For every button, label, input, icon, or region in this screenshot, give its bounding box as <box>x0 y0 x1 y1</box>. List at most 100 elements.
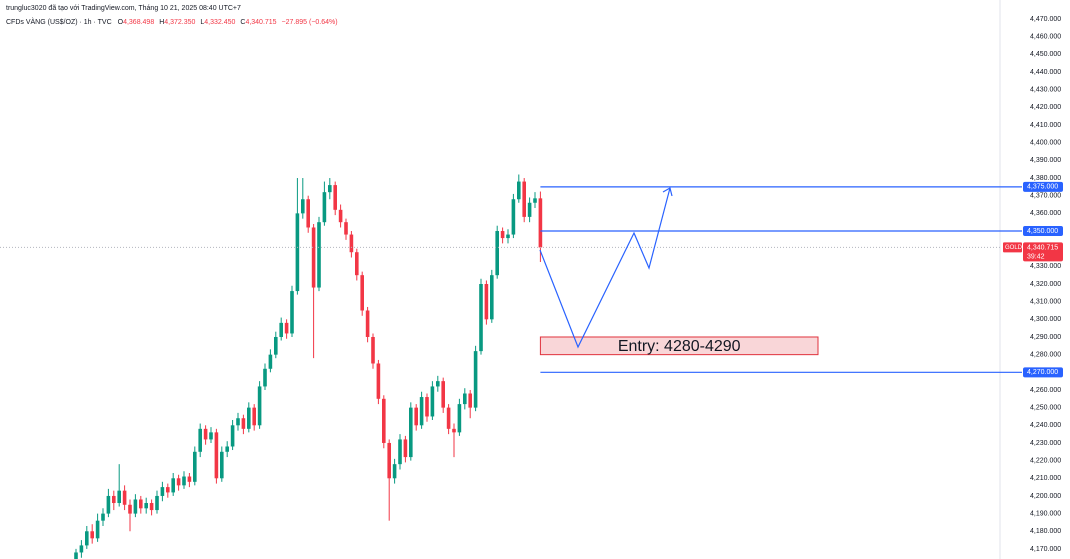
candle-body <box>441 381 445 408</box>
countdown: 39:42 <box>1027 253 1045 260</box>
y-tick-label: 4,250.000 <box>1030 404 1061 411</box>
candle-body <box>128 504 132 514</box>
candle-body <box>182 476 186 486</box>
quote-key: C <box>240 19 245 26</box>
candle-body <box>414 407 418 426</box>
quote-value: 4,368.498 <box>123 19 154 26</box>
candle-body <box>284 322 289 334</box>
quote-value: 4,340.715 <box>245 19 276 26</box>
quote-key: O <box>118 19 124 26</box>
candle-body <box>263 368 267 387</box>
candle-body <box>187 476 192 482</box>
candle-body <box>463 393 467 405</box>
candle-body <box>522 181 526 217</box>
price-label: 4,340.715 <box>1027 244 1058 251</box>
candle-body <box>538 198 543 248</box>
y-tick-label: 4,360.000 <box>1030 210 1061 217</box>
candle-body <box>430 386 435 417</box>
candle-body <box>338 209 343 223</box>
y-tick-label: 4,200.000 <box>1030 493 1061 500</box>
symbol-info: CFDs VÀNG (US$/OZ) · 1h · TVC O4,368.498… <box>6 17 338 26</box>
entry-label: Entry: 4280-4290 <box>618 338 741 355</box>
candle-body <box>144 503 148 509</box>
candle-body <box>355 252 359 276</box>
y-tick-label: 4,430.000 <box>1030 87 1061 94</box>
candle-body <box>490 275 494 320</box>
candle-body <box>398 439 402 465</box>
candle-body <box>479 284 483 352</box>
candle-body <box>419 397 424 426</box>
candle-body <box>517 181 521 200</box>
candle-body <box>311 227 316 288</box>
candle-body <box>371 336 375 364</box>
level-tag <box>1023 181 1063 192</box>
quote-key: H <box>159 19 164 26</box>
quote-change: −27.895 (−0.64%) <box>282 19 338 26</box>
candle-body <box>360 275 364 311</box>
candle-body <box>209 432 213 440</box>
candle-body <box>425 397 429 417</box>
candle-body <box>106 495 111 514</box>
candle-body <box>322 192 327 223</box>
y-tick-label: 4,310.000 <box>1030 299 1061 306</box>
candle-body <box>247 407 251 429</box>
level-tag <box>1023 226 1063 237</box>
candle-body <box>382 398 386 443</box>
candle-body <box>149 503 154 511</box>
y-tick-label: 4,460.000 <box>1030 34 1061 41</box>
candle-body <box>160 487 165 496</box>
y-tick-label: 4,470.000 <box>1030 16 1061 23</box>
y-tick-label: 4,380.000 <box>1030 175 1061 182</box>
candle-body <box>166 487 170 493</box>
level-label: 4,350.000 <box>1027 228 1058 235</box>
y-tick-label: 4,420.000 <box>1030 104 1061 111</box>
y-tick-label: 4,220.000 <box>1030 457 1061 464</box>
entry-zone <box>539 336 819 356</box>
candle-body <box>452 428 456 433</box>
quote-value: 4,372.350 <box>164 19 195 26</box>
candle-body <box>85 531 89 546</box>
y-tick-label: 4,330.000 <box>1030 263 1061 270</box>
candle-body <box>95 520 100 539</box>
candle-body <box>220 451 224 479</box>
candle-body <box>241 418 246 429</box>
candle-body <box>392 464 397 479</box>
candle-body <box>436 381 440 387</box>
symbol-tag <box>1003 242 1022 253</box>
candle-body <box>230 425 235 447</box>
candle-body <box>203 428 208 440</box>
candle-body <box>117 490 121 504</box>
y-tick-label: 4,210.000 <box>1030 475 1061 482</box>
candle-body <box>252 407 256 426</box>
candle-body <box>301 199 305 214</box>
candle-body <box>171 478 175 493</box>
y-tick-label: 4,390.000 <box>1030 157 1061 164</box>
candle-body <box>349 234 354 253</box>
candle-body <box>500 231 505 239</box>
candle-body <box>344 222 348 235</box>
level-label: 4,270.000 <box>1027 369 1058 376</box>
y-tick-label: 4,290.000 <box>1030 334 1061 341</box>
symbol: CFDs VÀNG (US$/OZ) · 1h · TVC <box>6 17 112 26</box>
candle-body <box>274 336 278 355</box>
y-tick-label: 4,230.000 <box>1030 440 1061 447</box>
plot: 4,170.000 4,180.000 4,190.000 4,200.000 4,21… <box>0 16 1063 559</box>
candle-body <box>527 202 532 217</box>
projection-path <box>539 187 673 349</box>
y-tick-label: 4,280.000 <box>1030 351 1061 358</box>
candle-body <box>484 284 489 320</box>
candle-body <box>495 231 499 276</box>
candle-body <box>446 407 451 429</box>
price-tag <box>1023 242 1063 262</box>
candle-body <box>317 222 321 288</box>
y-tick-label: 4,260.000 <box>1030 387 1061 394</box>
candle-body <box>333 185 337 210</box>
candle-body <box>155 495 159 511</box>
y-tick-label: 4,240.000 <box>1030 422 1061 429</box>
candle-body <box>511 199 516 235</box>
candle-body <box>403 439 408 458</box>
candle-body <box>506 234 510 239</box>
candle-body <box>473 351 478 408</box>
candle-body <box>306 199 310 228</box>
y-tick-label: 4,180.000 <box>1030 528 1061 535</box>
